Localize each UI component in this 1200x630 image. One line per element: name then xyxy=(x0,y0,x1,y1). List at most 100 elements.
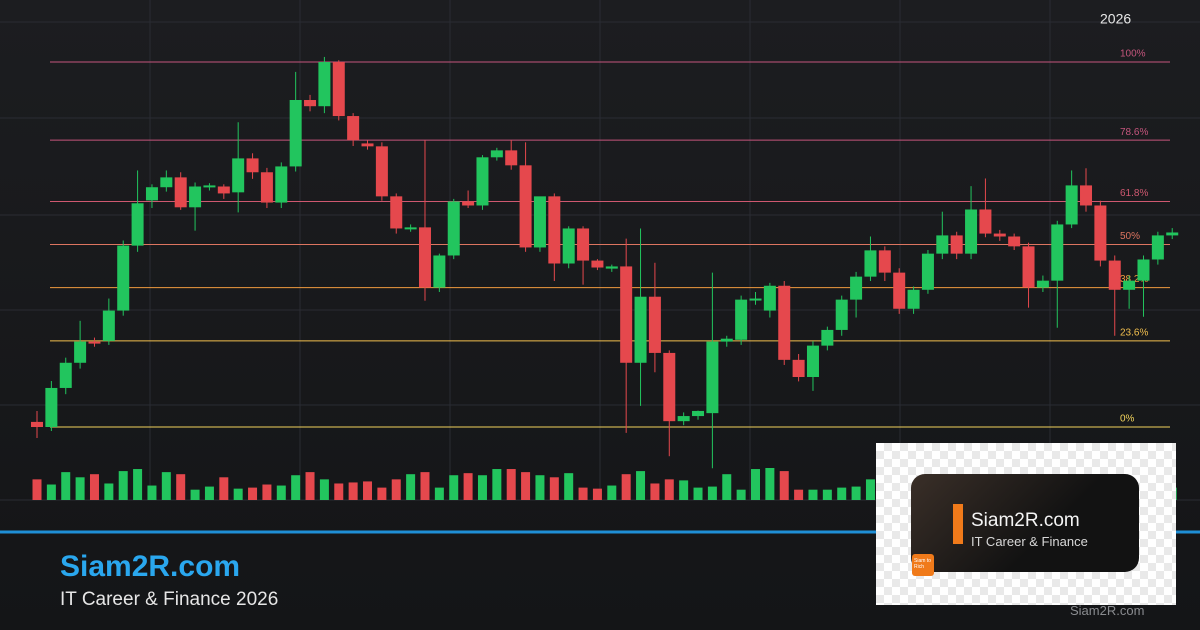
volume-bar xyxy=(449,475,459,500)
volume-bar xyxy=(406,474,416,500)
volume-bar xyxy=(319,479,329,500)
volume-bar xyxy=(477,475,487,500)
volume-bar xyxy=(736,489,746,500)
volume-bar xyxy=(248,487,258,500)
candle-body xyxy=(1022,246,1035,288)
candle-body xyxy=(260,172,273,203)
candle-body xyxy=(332,62,345,117)
volume-bar xyxy=(377,487,387,500)
candle-body xyxy=(275,166,288,203)
volume-bar xyxy=(722,474,732,500)
volume-bar xyxy=(348,482,358,500)
candle-body xyxy=(878,250,891,273)
candle-body xyxy=(1151,235,1164,260)
candle-body xyxy=(605,266,618,269)
volume-bar xyxy=(521,472,531,500)
volume-bar xyxy=(679,480,689,500)
candle-body xyxy=(519,165,532,248)
candle-body xyxy=(88,341,101,344)
candle-body xyxy=(31,421,43,428)
candle-body xyxy=(74,341,87,363)
candle-body xyxy=(117,245,130,311)
candle-body xyxy=(907,289,920,309)
volume-bar xyxy=(751,469,760,500)
volume-bar xyxy=(463,473,473,500)
candle-body xyxy=(850,276,863,300)
volume-bar xyxy=(276,485,286,500)
volume-bar xyxy=(190,489,200,500)
candle-body xyxy=(1051,224,1064,281)
volume-bar xyxy=(32,479,42,500)
candle-body xyxy=(864,250,877,277)
candle-body xyxy=(634,296,647,363)
volume-bar xyxy=(262,484,272,500)
volume-bar xyxy=(89,474,99,500)
candle-body xyxy=(476,157,489,206)
volume-bar xyxy=(564,473,574,500)
candle-body xyxy=(217,186,230,194)
volume-bar xyxy=(865,479,875,500)
candle-body xyxy=(965,209,978,254)
volume-bar xyxy=(61,472,71,500)
volume-bar xyxy=(118,471,128,500)
candle-body xyxy=(1123,280,1136,290)
volume-bar xyxy=(46,484,56,500)
candle-body xyxy=(591,260,604,268)
candle-body xyxy=(1094,205,1107,261)
watermark: Siam2R.com xyxy=(1070,603,1145,618)
volume-bar xyxy=(822,489,832,500)
candle-body xyxy=(1108,260,1121,290)
tagline: IT Career & Finance 2026 xyxy=(60,589,279,610)
logo-card: Siam2R.com IT Career & Finance Siam to R… xyxy=(911,474,1139,576)
candle-body xyxy=(1036,280,1049,288)
candle-body xyxy=(102,310,115,341)
candle-body xyxy=(433,255,446,288)
volume-bar xyxy=(808,489,818,500)
candle-body xyxy=(418,227,431,288)
candle-body xyxy=(1080,185,1093,206)
candle-body xyxy=(404,227,417,230)
candle-body xyxy=(663,352,676,422)
volume-bar xyxy=(693,487,703,500)
candle-body xyxy=(993,233,1006,237)
candle-body xyxy=(189,186,202,208)
volume-bar xyxy=(492,469,502,500)
volume-bar xyxy=(506,469,516,500)
candle-body xyxy=(692,410,705,417)
candle-body xyxy=(462,201,475,206)
volume-bar xyxy=(391,479,401,500)
candle-body xyxy=(921,253,934,290)
candle-body xyxy=(806,345,819,378)
candle-body xyxy=(648,296,661,353)
site-name: Siam2R.com xyxy=(60,550,241,583)
volume-bar xyxy=(794,489,804,500)
volume-bar xyxy=(578,487,588,500)
level-label: 38.2% xyxy=(1120,274,1148,285)
candle-body xyxy=(548,196,561,264)
logo-bar xyxy=(953,504,963,544)
volume-bar xyxy=(621,474,631,500)
volume-bar xyxy=(650,483,660,500)
candle-body xyxy=(361,143,374,147)
candle-body xyxy=(232,158,245,193)
volume-bar xyxy=(420,472,430,500)
candle-body xyxy=(347,116,360,141)
candle-body xyxy=(763,285,776,311)
volume-bar xyxy=(535,475,545,500)
candle-body xyxy=(677,416,690,422)
level-label: 78.6% xyxy=(1120,127,1148,138)
background-grid xyxy=(0,0,1200,501)
candle-body xyxy=(562,228,575,264)
candle-body xyxy=(533,196,546,248)
candle-body xyxy=(289,100,302,167)
level-label: 0% xyxy=(1120,414,1135,425)
level-label: 61.8% xyxy=(1120,188,1148,199)
candle-body xyxy=(45,387,58,428)
volume-bar xyxy=(305,472,315,500)
candle-body xyxy=(620,266,633,363)
candle-body xyxy=(1166,232,1179,236)
card-tagline: IT Career & Finance xyxy=(971,534,1088,549)
volume-bar xyxy=(233,488,243,500)
